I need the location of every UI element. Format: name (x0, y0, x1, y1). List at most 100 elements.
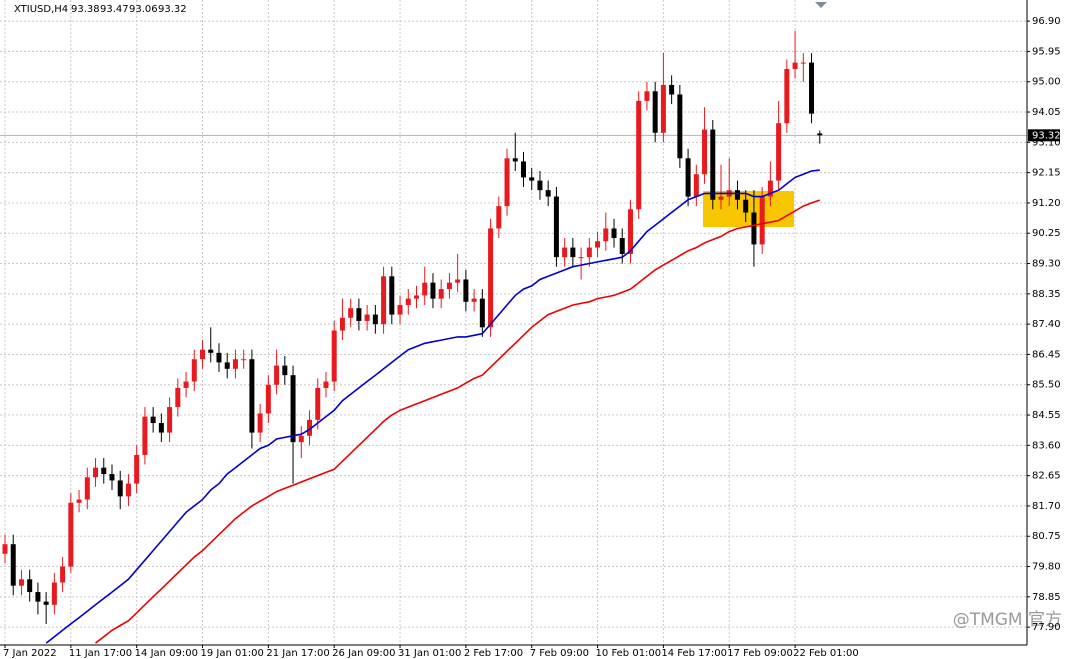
candle-body (307, 419, 313, 436)
y-tick-label: 91.20 (1032, 198, 1061, 209)
candle-body (455, 279, 461, 283)
x-tick-label: 14 Jan 09:00 (135, 648, 198, 659)
y-tick-label: 77.90 (1032, 622, 1061, 633)
candle-body (397, 305, 403, 315)
candle-body (644, 91, 650, 101)
y-tick-label: 90.25 (1032, 228, 1061, 239)
candle-body (627, 209, 633, 254)
candle-body (364, 314, 370, 321)
current-price-box (1028, 129, 1060, 142)
candle-body (183, 381, 189, 388)
symbol: XTIUSD,H4 (14, 4, 68, 15)
candle-body (414, 295, 419, 299)
candle-body (710, 129, 716, 200)
candle-body (603, 228, 609, 242)
x-tick-label: 7 Feb 09:00 (530, 648, 589, 659)
candle-body (348, 308, 354, 318)
candle-body (150, 416, 156, 424)
candle-body (759, 196, 765, 245)
candle-body (232, 359, 238, 369)
grid (0, 0, 1027, 645)
shift-marker (815, 2, 827, 8)
candle-body (298, 435, 304, 443)
y-tick-label: 81.70 (1032, 501, 1061, 512)
candle-body (241, 359, 247, 361)
y-tick-label: 92.15 (1032, 168, 1061, 179)
candle-body (175, 387, 181, 408)
header-high: 93.47 (100, 4, 129, 15)
candle-body (60, 566, 66, 583)
y-tick-label: 93.10 (1032, 137, 1061, 148)
candle-body (339, 317, 345, 331)
x-tick-label: 10 Feb 01:00 (596, 648, 662, 659)
candle-body (817, 133, 823, 136)
y-tick-label: 89.30 (1032, 259, 1061, 270)
candle-body (636, 100, 642, 210)
current-price-label: 93.32 (1032, 130, 1061, 141)
highlight-box (703, 191, 794, 227)
candle-body (545, 190, 551, 197)
x-tick-label: 22 Feb 01:00 (793, 648, 859, 659)
x-tick-label: 21 Jan 17:00 (266, 648, 329, 659)
y-tick-label: 80.75 (1032, 531, 1061, 542)
y-tick-label: 86.45 (1032, 349, 1061, 360)
candle-body (84, 477, 90, 500)
x-tick-label: 19 Jan 01:00 (201, 648, 264, 659)
y-tick-label: 95.00 (1032, 77, 1061, 88)
candle-body (18, 579, 24, 586)
marks (2, 30, 823, 644)
candle-body (331, 330, 337, 382)
header-low: 93.06 (129, 4, 158, 15)
candle-body (446, 282, 452, 290)
candle-body (471, 298, 477, 302)
x-tick-label: 11 Jan 17:00 (69, 648, 132, 659)
header-open: 93.38 (71, 4, 100, 15)
candle-body (479, 298, 485, 328)
y-tick-label: 79.80 (1032, 562, 1061, 573)
x-tick-label: 2 Feb 17:00 (464, 648, 523, 659)
candle-body (158, 423, 164, 433)
candle-body (290, 375, 296, 443)
candle-body (743, 199, 749, 213)
candle-body (2, 544, 8, 554)
candle-body (537, 180, 543, 191)
candle-body (586, 247, 592, 258)
y-tick-label: 82.65 (1032, 471, 1061, 482)
candle-body (553, 196, 559, 258)
candle-body (274, 365, 280, 385)
candle-body (734, 190, 740, 200)
candle-body (117, 480, 123, 497)
candle-body (702, 129, 708, 175)
candle-body (372, 314, 378, 325)
y-tick-label: 88.35 (1032, 289, 1061, 300)
candle-body (792, 62, 798, 69)
candle-body (529, 177, 535, 181)
candle-body (191, 359, 197, 382)
candle-body (504, 158, 510, 207)
x-tick-label: 26 Jan 09:00 (332, 648, 395, 659)
candle-body (282, 365, 288, 376)
candle-body (323, 381, 329, 388)
candle-body (51, 582, 57, 605)
header-close: 93.32 (158, 4, 187, 15)
candle-body (619, 238, 625, 254)
candle-body (76, 499, 82, 503)
candle-body (101, 467, 107, 475)
candle-body (660, 84, 666, 133)
candle-body (109, 474, 115, 481)
candle-body (438, 289, 444, 299)
y-tick-label: 95.95 (1032, 46, 1061, 57)
x-tick-label: 31 Jan 01:00 (398, 648, 461, 659)
candle-body (809, 62, 815, 114)
candle-body (751, 212, 757, 245)
candle-body (488, 228, 494, 328)
candle-body (200, 349, 206, 360)
candle-body (422, 282, 428, 296)
candle-body (167, 407, 173, 433)
candle-body (93, 467, 99, 478)
x-tick-label: 14 Feb 17:00 (661, 648, 727, 659)
candle-body (595, 241, 601, 248)
candle-body (463, 279, 469, 302)
